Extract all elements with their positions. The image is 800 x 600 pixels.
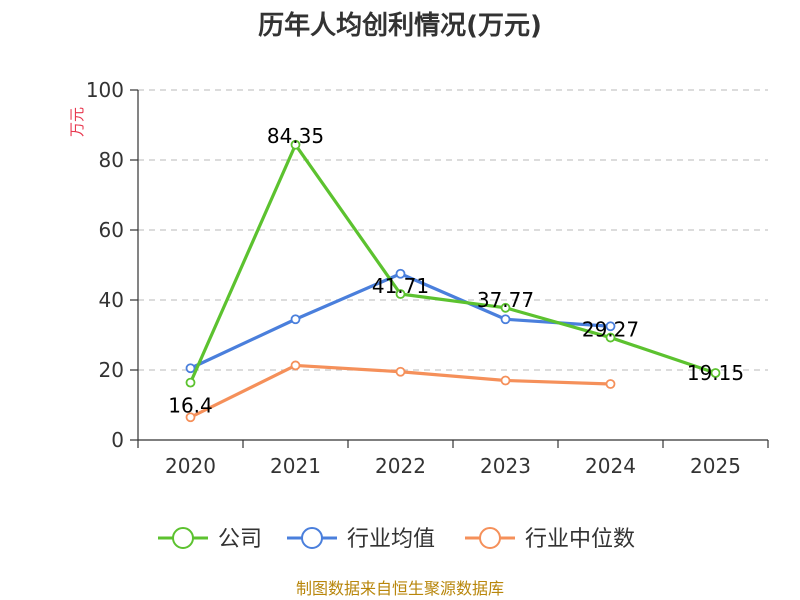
x-tick-label: 2021 <box>270 454 321 478</box>
series-point-2-0 <box>185 412 196 423</box>
series-point-2-3 <box>500 375 511 386</box>
series-point-1-3 <box>500 314 511 325</box>
series-point-0-0 <box>185 377 196 388</box>
series-point-0-5 <box>710 368 721 378</box>
legend-item-0[interactable]: 公司 <box>158 527 262 552</box>
legend-marker-icon <box>301 527 323 549</box>
y-tick-label: 0 <box>111 428 124 452</box>
data-label: 41.71 <box>372 274 429 298</box>
source-note: 制图数据来自恒生聚源数据库 <box>296 579 504 598</box>
legend-marker-icon <box>479 527 501 549</box>
x-tick-label: 2022 <box>375 454 426 478</box>
y-tick-label: 100 <box>86 78 124 102</box>
x-tick-label: 2020 <box>165 454 216 478</box>
data-labels: 16.4 84.35 41.71 37.77 29.27 19.15 <box>168 124 744 418</box>
grid-lines <box>138 89 768 371</box>
x-tick-label: 2023 <box>480 454 531 478</box>
legend-item-2[interactable]: 行业中位数 <box>465 527 635 552</box>
y-axis-label: 万元 <box>68 107 86 137</box>
series-point-2-4 <box>605 379 616 389</box>
series-point-2-1 <box>290 360 301 371</box>
series-point-1-4 <box>605 321 616 332</box>
x-tick-label: 2025 <box>690 454 741 478</box>
data-label: 16.4 <box>168 394 213 418</box>
legend-label: 公司 <box>218 527 262 552</box>
series-line-0 <box>189 143 717 384</box>
series-point-0-1 <box>290 139 301 150</box>
chart-title: 历年人均创利情况(万元) <box>258 10 542 41</box>
legend-marker-icon <box>172 527 194 549</box>
series-layer <box>185 139 721 423</box>
series-point-0-4 <box>605 332 616 343</box>
series-point-1-0 <box>185 363 196 374</box>
legend-item-1[interactable]: 行业均值 <box>287 527 435 552</box>
y-tick-label: 20 <box>99 358 124 382</box>
series-point-2-2 <box>395 366 406 377</box>
series-point-1-1 <box>290 314 301 325</box>
data-label: 29.27 <box>582 318 639 342</box>
x-tick-label: 2024 <box>585 454 636 478</box>
data-label: 84.35 <box>267 124 324 148</box>
series-point-1-2 <box>395 268 406 279</box>
data-label: 37.77 <box>477 288 534 312</box>
legend: 公司 行业均值 行业中位数 <box>158 527 635 552</box>
series-point-0-2 <box>395 289 406 299</box>
axes: 0 20 40 60 80 100 2020 2021 2022 2023 2024 2025 <box>86 78 769 478</box>
data-label: 19.15 <box>687 361 744 385</box>
y-tick-label: 60 <box>99 218 124 242</box>
legend-label: 行业中位数 <box>525 527 635 552</box>
y-tick-label: 40 <box>99 288 124 312</box>
series-point-0-3 <box>500 302 511 313</box>
y-tick-label: 80 <box>99 148 124 172</box>
legend-label: 行业均值 <box>347 527 435 552</box>
